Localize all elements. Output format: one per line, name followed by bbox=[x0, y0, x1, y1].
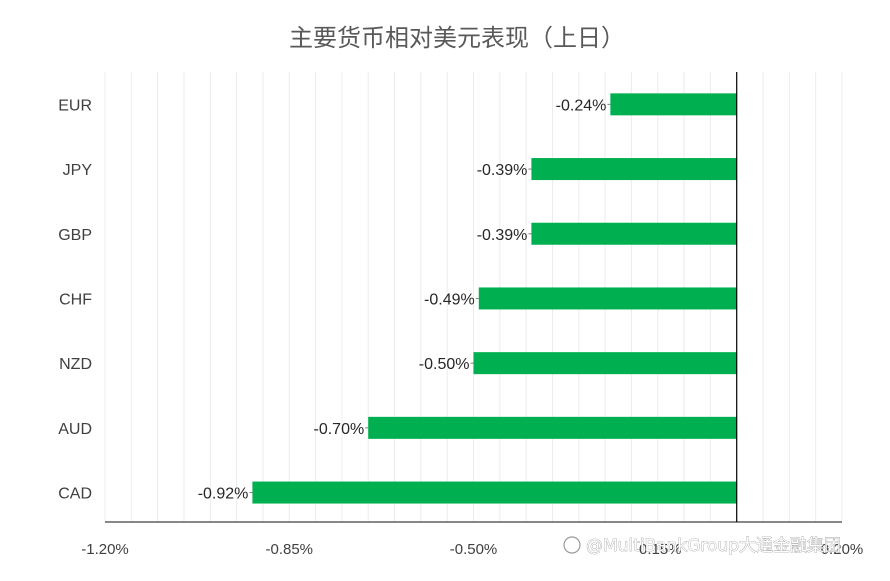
bar-jpy bbox=[531, 158, 737, 181]
data-label-chf: -0.49% bbox=[424, 291, 475, 308]
x-tick-label: 0.20% bbox=[821, 541, 864, 558]
chart-title: 主要货币相对美元表现（上日） bbox=[289, 24, 625, 52]
watermark-text: @MultiBankGroup大通金融集团 bbox=[586, 536, 841, 556]
bar-chf bbox=[478, 287, 737, 310]
bar-eur bbox=[610, 93, 737, 116]
data-label-gbp: -0.39% bbox=[477, 227, 528, 244]
labels: EUR -0.24% JPY -0.39% GBP -0.39% CHF -0.49% NZD -… bbox=[58, 97, 863, 558]
data-label-aud: -0.70% bbox=[314, 421, 365, 438]
bar-nzd bbox=[473, 352, 737, 375]
data-label-jpy: -0.39% bbox=[477, 162, 528, 179]
x-tick-label: -0.85% bbox=[265, 541, 313, 558]
category-label-chf: CHF bbox=[59, 291, 92, 308]
bar-cad bbox=[252, 481, 737, 504]
data-label-cad: -0.92% bbox=[198, 486, 249, 503]
data-label-eur: -0.24% bbox=[556, 97, 607, 114]
axes bbox=[105, 72, 842, 523]
x-tick-label: -1.20% bbox=[81, 541, 129, 558]
x-tick-label: -0.50% bbox=[450, 541, 498, 558]
category-label-jpy: JPY bbox=[63, 162, 93, 179]
bars bbox=[252, 93, 737, 504]
category-label-cad: CAD bbox=[58, 486, 92, 503]
watermark-logo-icon bbox=[563, 536, 581, 554]
watermark: @MultiBankGroup大通金融集团 bbox=[563, 536, 841, 556]
category-label-nzd: NZD bbox=[59, 356, 92, 373]
bar-gbp bbox=[531, 222, 737, 245]
data-label-nzd: -0.50% bbox=[419, 356, 470, 373]
category-label-aud: AUD bbox=[58, 421, 92, 438]
category-label-eur: EUR bbox=[58, 97, 92, 114]
bar-aud bbox=[368, 416, 737, 439]
category-label-gbp: GBP bbox=[58, 227, 92, 244]
x-tick-label: -0.15% bbox=[634, 541, 682, 558]
